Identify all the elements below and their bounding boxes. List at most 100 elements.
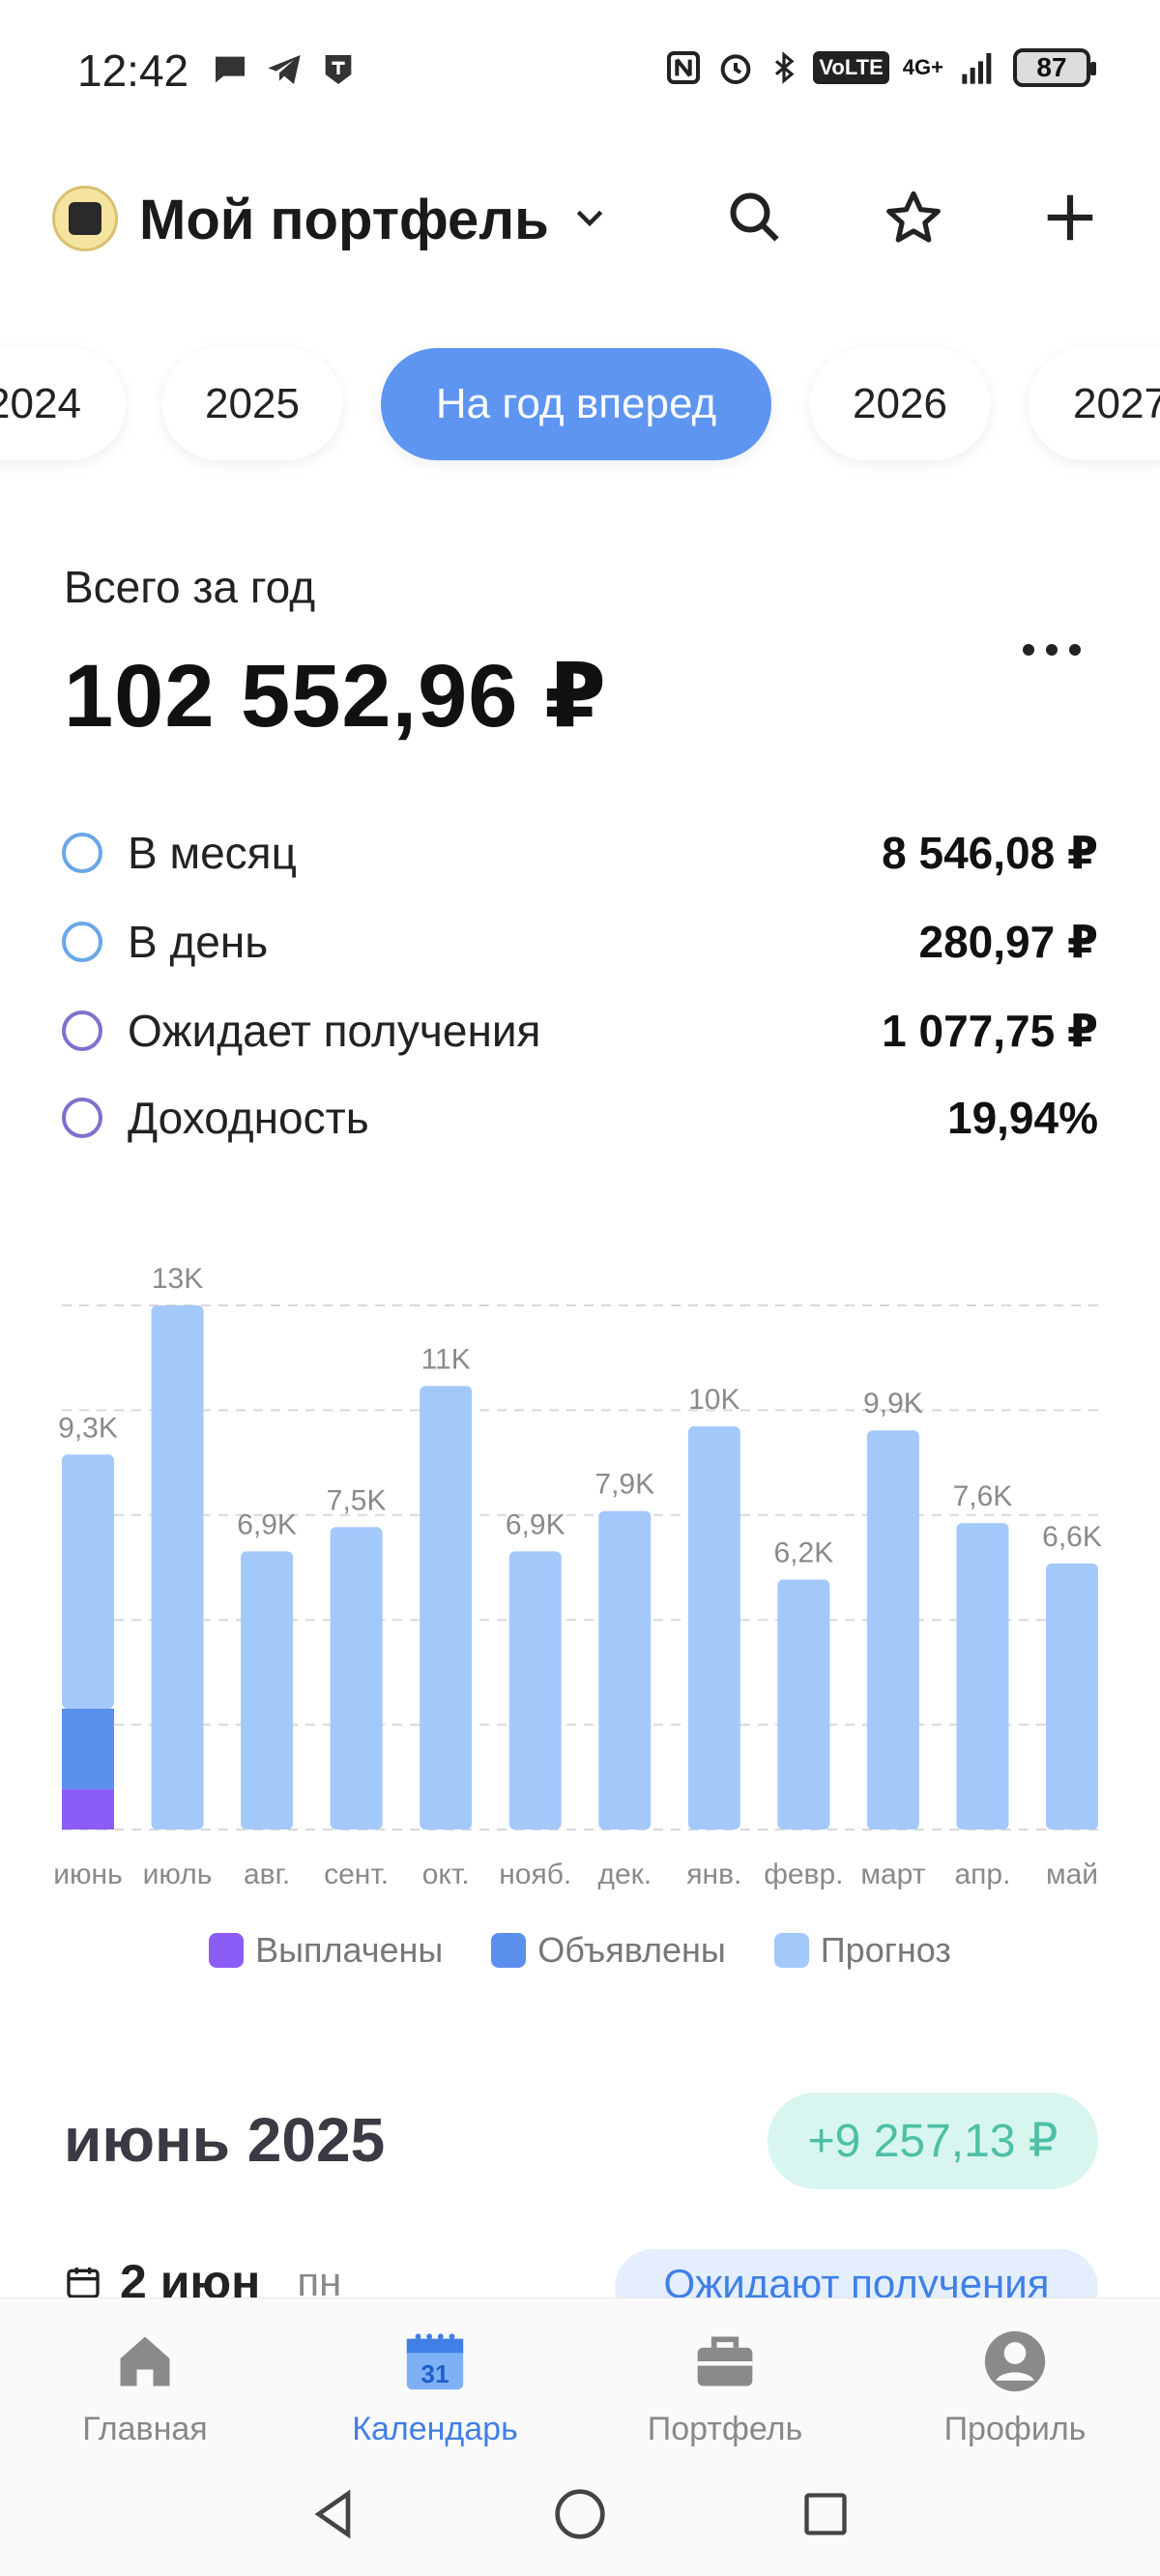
legend-label: Объявлены bbox=[537, 1930, 726, 1970]
chart-category-label: июль bbox=[143, 1859, 213, 1890]
payment-weekday: пн bbox=[297, 2259, 342, 2304]
chart-bar-segment bbox=[777, 1579, 830, 1830]
tab-2024[interactable]: 2024 bbox=[0, 348, 126, 460]
chart-bar-segment bbox=[330, 1527, 383, 1830]
stat-label: Ожидает получения bbox=[128, 1006, 541, 1056]
stat-label: В день bbox=[128, 917, 269, 967]
chart-category-label: февр. bbox=[764, 1859, 843, 1890]
chart-bar-segment bbox=[241, 1551, 294, 1830]
home-circle-icon bbox=[555, 2489, 605, 2539]
chevron-down-icon[interactable] bbox=[570, 199, 609, 238]
nav-calendar[interactable]: 31 Календарь bbox=[329, 2327, 541, 2448]
chart-data-label: 10K bbox=[688, 1384, 740, 1416]
chart-bar-segment bbox=[62, 1789, 114, 1830]
circle-icon bbox=[62, 1010, 102, 1051]
nav-profile[interactable]: Профиль bbox=[909, 2327, 1121, 2448]
notification-icons bbox=[211, 50, 358, 89]
legend-label: Прогноз bbox=[820, 1930, 951, 1970]
search-button[interactable] bbox=[721, 184, 789, 251]
month-amount-badge: +9 257,13 ₽ bbox=[768, 2093, 1098, 2189]
tab-2025[interactable]: 2025 bbox=[162, 348, 342, 460]
stat-value: 280,97 ₽ bbox=[918, 917, 1098, 967]
back-button[interactable] bbox=[296, 2475, 373, 2553]
month-title: июнь 2025 bbox=[64, 2105, 386, 2175]
nav-home[interactable]: Главная bbox=[39, 2327, 251, 2448]
stat-per-month: В месяц 8 546,08 ₽ bbox=[62, 824, 1098, 882]
total-label: Всего за год bbox=[64, 562, 316, 612]
more-options-icon[interactable] bbox=[1023, 644, 1081, 656]
chart-bar-segment bbox=[62, 1454, 114, 1709]
tab-2027[interactable]: 2027 bbox=[1029, 348, 1160, 460]
legend-item-forecast[interactable]: Прогноз bbox=[773, 1930, 951, 1971]
status-bar: 12:42 VoLTE 4G+ 87 bbox=[0, 0, 1160, 145]
plus-icon bbox=[1047, 194, 1093, 241]
profile-icon bbox=[984, 2330, 1046, 2392]
chart-data-label: 6,9K bbox=[506, 1508, 566, 1540]
recents-square-icon bbox=[804, 2493, 847, 2535]
chart-data-label: 9,9K bbox=[863, 1388, 923, 1420]
chart-data-label: 13K bbox=[152, 1263, 203, 1295]
chart-category-label: окт. bbox=[422, 1859, 470, 1890]
legend-swatch bbox=[491, 1933, 527, 1968]
nav-portfolio[interactable]: Портфель bbox=[619, 2327, 831, 2448]
legend-item-paid[interactable]: Выплачены bbox=[209, 1930, 443, 1971]
system-navigation bbox=[0, 2475, 1160, 2553]
stat-per-day: В день 280,97 ₽ bbox=[62, 913, 1098, 971]
chart-data-label: 7,6K bbox=[953, 1480, 1013, 1512]
nav-label: Профиль bbox=[943, 2411, 1087, 2447]
tab-2026[interactable]: 2026 bbox=[810, 348, 990, 460]
stat-value: 19,94% bbox=[946, 1093, 1098, 1143]
chart-data-label: 7,5K bbox=[327, 1484, 387, 1516]
battery-level: 87 bbox=[1036, 52, 1067, 82]
chart-category-label: авг. bbox=[244, 1859, 290, 1890]
bottom-navigation: Главная 31 Календарь Портфель Профиль bbox=[0, 2298, 1160, 2576]
chart-category-label: янв. bbox=[686, 1859, 741, 1890]
chart-data-label: 6,2K bbox=[774, 1537, 834, 1569]
alarm-icon bbox=[721, 54, 751, 84]
chart-bar-segment bbox=[866, 1430, 919, 1830]
chart-bar-segment bbox=[508, 1551, 562, 1830]
calendar-icon-number: 31 bbox=[420, 2359, 449, 2388]
chart-category-label: апр. bbox=[954, 1859, 1010, 1890]
favorite-button[interactable] bbox=[880, 184, 947, 251]
chart-legend: Выплачены Объявлены Прогноз bbox=[0, 1930, 1160, 1971]
circle-icon bbox=[62, 922, 102, 962]
stat-label: В месяц bbox=[128, 828, 297, 878]
chart-bar-segment bbox=[687, 1426, 740, 1830]
home-icon bbox=[120, 2336, 170, 2386]
bank-app-icon bbox=[325, 55, 352, 84]
chart-data-label: 6,6K bbox=[1042, 1521, 1102, 1553]
stat-label: Доходность bbox=[128, 1093, 369, 1143]
calendar-small-icon bbox=[67, 2268, 100, 2298]
recents-button[interactable] bbox=[787, 2475, 864, 2553]
legend-item-declared[interactable]: Объявлены bbox=[491, 1930, 726, 1971]
network-type: 4G+ bbox=[902, 55, 943, 79]
nfc-icon bbox=[667, 51, 701, 84]
chart-category-label: нояб. bbox=[499, 1859, 571, 1890]
dividends-bar-chart: 9,3K июнь 13K июль 6,9K авг. 7,5K сент. 11K окт. 6… bbox=[53, 1263, 1102, 1890]
stat-value: 1 077,75 ₽ bbox=[882, 1006, 1098, 1056]
app-header: Мой портфель bbox=[0, 174, 1160, 261]
legend-label: Выплачены bbox=[255, 1930, 444, 1970]
calendar-icon: 31 bbox=[406, 2333, 464, 2390]
search-icon bbox=[730, 192, 779, 242]
chart-category-label: март bbox=[860, 1859, 925, 1890]
portfolio-title[interactable]: Мой портфель bbox=[139, 189, 549, 251]
chart-bar-segment bbox=[151, 1305, 204, 1830]
chat-icon bbox=[216, 56, 245, 83]
circle-icon bbox=[62, 1098, 102, 1138]
chart-data-label: 7,9K bbox=[594, 1469, 654, 1501]
period-tabs: 2024 2025 На год вперед 2026 2027 bbox=[0, 348, 1160, 460]
home-button[interactable] bbox=[541, 2475, 619, 2553]
tab-year-ahead[interactable]: На год вперед bbox=[381, 348, 771, 460]
chart-bar-segment bbox=[598, 1510, 652, 1830]
chart-category-label: дек. bbox=[597, 1859, 652, 1890]
chart-data-label: 9,3K bbox=[58, 1412, 118, 1444]
chart-bar-segment bbox=[420, 1386, 473, 1830]
add-button[interactable] bbox=[1036, 184, 1104, 251]
legend-swatch bbox=[209, 1933, 245, 1968]
bank-logo bbox=[52, 186, 118, 251]
chart-bar-segment bbox=[62, 1708, 114, 1790]
nav-label: Портфель bbox=[647, 2411, 803, 2447]
chart-bar-segment bbox=[956, 1523, 1009, 1830]
